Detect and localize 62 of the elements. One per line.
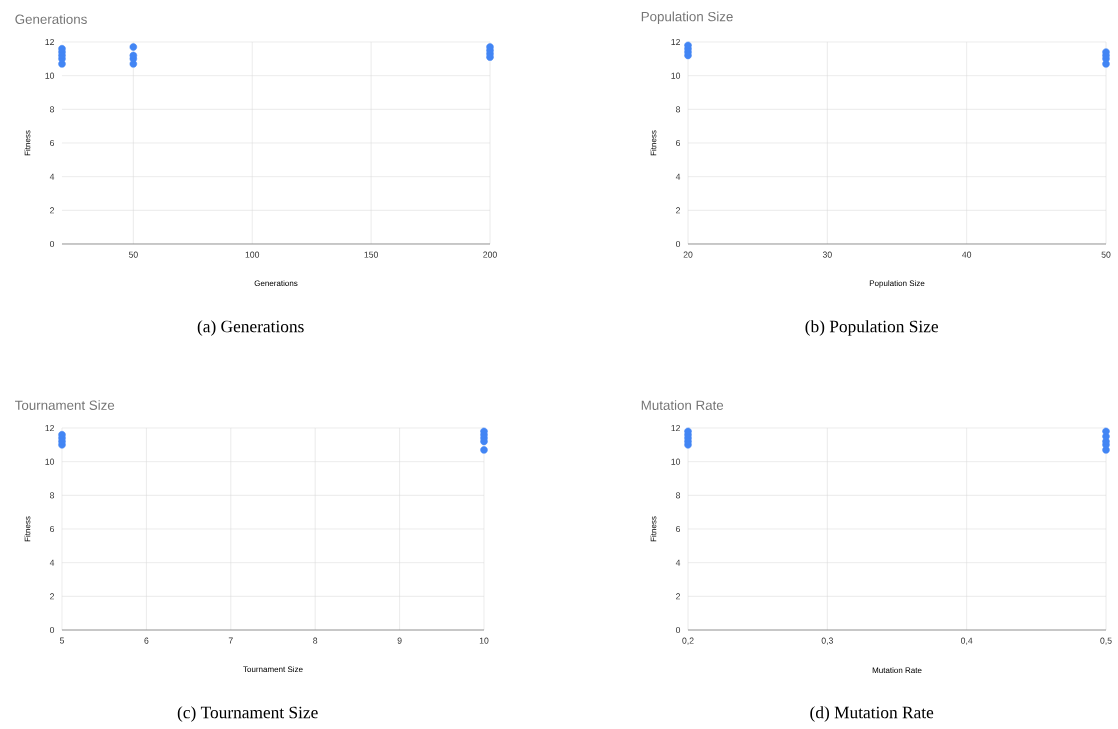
x-tick-label: 9 — [397, 637, 402, 644]
x-tick-label: 0,5 — [1100, 637, 1112, 645]
y-tick-label: 8 — [676, 492, 681, 499]
y-tick-label: 2 — [50, 207, 54, 214]
y-tick-label: 10 — [45, 72, 55, 79]
x-tick-label: 6 — [144, 637, 149, 644]
x-axis-title: Population Size — [869, 280, 925, 288]
y-axis-title: Fitness — [24, 516, 31, 542]
x-tick-label: 0,4 — [960, 637, 973, 645]
x-axis-title: Tournament Size — [243, 666, 303, 673]
y-axis-title: Fitness — [650, 130, 657, 156]
x-axis-title: Mutation Rate — [872, 667, 922, 674]
y-tick-label: 12 — [671, 38, 680, 46]
text: (c) Tournament Size — [177, 706, 318, 722]
y-tick-label: 4 — [675, 559, 681, 566]
x-tick-label: 8 — [313, 637, 318, 644]
x-axis-title: Generations — [254, 280, 298, 287]
y-tick-label: 6 — [676, 525, 681, 533]
y-tick-label: 12 — [45, 424, 54, 432]
chart-title: Generations — [15, 14, 87, 24]
y-tick-label: 10 — [671, 458, 681, 465]
x-tick-label: 30 — [822, 251, 832, 258]
y-tick-label: 8 — [50, 492, 55, 499]
x-tick-label: 7 — [228, 637, 233, 644]
y-tick-label: 2 — [676, 593, 680, 600]
y-tick-label: 8 — [50, 106, 55, 113]
y-tick-label: 6 — [676, 139, 681, 147]
chart-title: Tournament Size — [15, 400, 115, 410]
y-tick-label: 6 — [50, 139, 55, 147]
x-tick-label: 100 — [245, 251, 260, 258]
x-tick-label: 20 — [683, 251, 693, 258]
chart-title: Population Size — [641, 11, 733, 24]
x-tick-label: 200 — [483, 251, 497, 258]
y-tick-label: 2 — [676, 207, 680, 214]
y-tick-label: 10 — [671, 72, 681, 79]
chart-title: Mutation Rate — [641, 400, 724, 410]
text: (a) Generations — [197, 320, 304, 336]
y-tick-label: 6 — [50, 525, 55, 533]
x-tick-label: 5 — [59, 637, 65, 644]
x-tick-label: 150 — [364, 251, 378, 258]
x-tick-label: 0,3 — [821, 637, 833, 645]
x-tick-label: 10 — [479, 637, 489, 644]
y-tick-label: 8 — [676, 106, 681, 113]
y-tick-label: 0 — [49, 626, 55, 634]
y-tick-label: 2 — [50, 593, 54, 600]
y-axis-title: Fitness — [650, 516, 657, 542]
y-tick-label: 0 — [675, 626, 681, 634]
x-tick-label: 50 — [128, 251, 138, 258]
y-tick-label: 12 — [45, 38, 54, 46]
y-tick-label: 0 — [675, 240, 681, 248]
y-tick-label: 0 — [49, 240, 55, 248]
text: (b) Population Size — [805, 320, 938, 336]
y-tick-label: 4 — [49, 173, 55, 180]
y-tick-label: 10 — [45, 458, 55, 465]
y-tick-label: 4 — [49, 559, 55, 566]
x-tick-label: 50 — [1101, 251, 1111, 258]
y-axis-title: Fitness — [24, 130, 31, 156]
y-tick-label: 12 — [671, 424, 680, 432]
y-tick-label: 4 — [675, 173, 681, 180]
x-tick-label: 0,2 — [682, 637, 694, 645]
x-tick-label: 40 — [962, 251, 972, 258]
text: (d) Mutation Rate — [810, 706, 934, 722]
